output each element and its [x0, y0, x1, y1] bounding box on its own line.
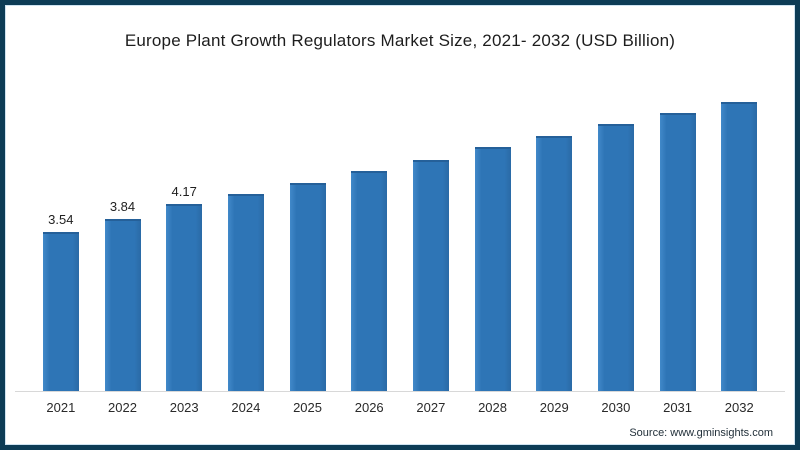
x-axis-label-2021: 2021	[46, 400, 76, 415]
bar-2031	[659, 113, 696, 391]
bar-value-label: 3.54	[48, 212, 74, 227]
x-axis-label-2023: 2023	[169, 400, 199, 415]
x-axis-label-2022: 2022	[108, 400, 137, 415]
bar-column	[647, 82, 709, 391]
x-axis-label-2032: 2032	[724, 400, 754, 415]
bar-column	[338, 82, 400, 391]
x-axis-label-2027: 2027	[416, 400, 446, 415]
x-axis-label-2028: 2028	[478, 400, 507, 415]
chart-title: Europe Plant Growth Regulators Market Si…	[124, 31, 676, 50]
bar-column: 3.84	[92, 82, 154, 391]
x-axis-label-2029: 2029	[539, 400, 569, 415]
bar-2021	[42, 232, 79, 391]
plot-area: 3.54 3.84 4.17	[15, 82, 785, 392]
x-axis-labels: 2021 2022 2023 2024 2025 2026 2027 2028 2029 2030…	[30, 400, 770, 415]
bar-column	[585, 82, 647, 391]
bar-2025	[289, 183, 326, 391]
x-axis-line	[15, 391, 785, 392]
bar-2026	[351, 171, 388, 391]
x-axis-label-2030: 2030	[601, 400, 631, 415]
bar-column	[277, 82, 339, 391]
x-axis-label-2025: 2025	[293, 400, 322, 415]
bar-column	[462, 82, 524, 391]
bar-2029	[536, 136, 573, 391]
bar-value-label: 4.17	[171, 184, 197, 199]
bar-column	[215, 82, 277, 391]
bar-2030	[597, 124, 634, 391]
bar-2024	[227, 194, 264, 391]
bar-2023	[166, 204, 203, 391]
bar-value-label: 3.84	[109, 199, 136, 214]
bar-2032	[721, 102, 758, 391]
x-axis-label-2026: 2026	[354, 400, 384, 415]
bar-2027	[412, 160, 449, 391]
bars-row: 3.54 3.84 4.17	[30, 82, 770, 391]
bar-column: 3.54	[30, 82, 92, 391]
bar-2022	[104, 219, 141, 391]
bar-column	[708, 82, 770, 391]
bar-column	[400, 82, 462, 391]
bar-2028	[474, 147, 511, 391]
source-credit: Source: www.gminsights.com	[629, 427, 773, 439]
x-axis-label-2031: 2031	[663, 400, 693, 415]
x-axis-label-2024: 2024	[231, 400, 261, 415]
bar-column: 4.17	[153, 82, 215, 391]
bar-column	[523, 82, 585, 391]
